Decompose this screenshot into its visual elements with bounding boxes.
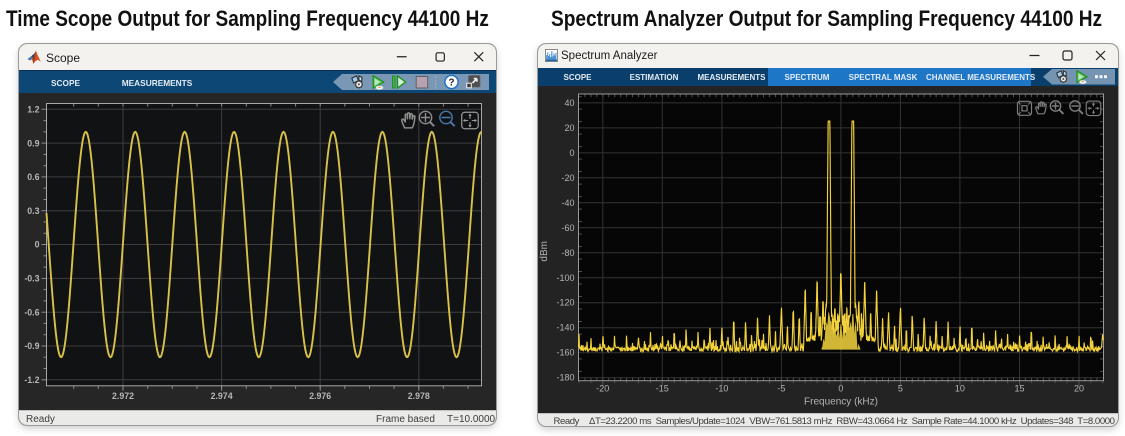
svg-text:Frequency (kHz): Frequency (kHz) bbox=[804, 397, 878, 408]
svg-text:15: 15 bbox=[1014, 384, 1024, 394]
svg-text:-1.2: -1.2 bbox=[24, 375, 39, 385]
svg-text:2.974: 2.974 bbox=[211, 390, 233, 400]
svg-text:10: 10 bbox=[955, 384, 965, 394]
svg-text:-0.3: -0.3 bbox=[24, 273, 39, 283]
svg-text:0.9: 0.9 bbox=[27, 138, 39, 148]
svg-text:-10: -10 bbox=[715, 384, 728, 394]
svg-text:40: 40 bbox=[564, 98, 574, 108]
svg-text:-180: -180 bbox=[556, 373, 574, 383]
svg-text:1.2: 1.2 bbox=[27, 104, 39, 114]
svg-text:-0.6: -0.6 bbox=[24, 307, 39, 317]
svg-text:-0.9: -0.9 bbox=[24, 341, 39, 351]
svg-text:0: 0 bbox=[569, 148, 574, 158]
svg-text:2.978: 2.978 bbox=[408, 390, 430, 400]
svg-text:0.3: 0.3 bbox=[27, 205, 39, 215]
svg-text:0: 0 bbox=[838, 384, 843, 394]
svg-text:2.976: 2.976 bbox=[309, 390, 331, 400]
svg-text:-100: -100 bbox=[556, 273, 574, 283]
svg-text:20: 20 bbox=[564, 123, 574, 133]
svg-text:-20: -20 bbox=[561, 173, 574, 183]
svg-text:-40: -40 bbox=[561, 198, 574, 208]
svg-text:-15: -15 bbox=[656, 384, 669, 394]
svg-text:-20: -20 bbox=[596, 384, 609, 394]
svg-text:-140: -140 bbox=[556, 323, 574, 333]
svg-text:-160: -160 bbox=[556, 348, 574, 358]
svg-text:20: 20 bbox=[1074, 384, 1084, 394]
svg-text:dBm: dBm bbox=[539, 241, 550, 262]
svg-text:2.972: 2.972 bbox=[112, 390, 134, 400]
svg-text:-80: -80 bbox=[561, 248, 574, 258]
svg-text:0: 0 bbox=[35, 239, 40, 249]
svg-text:5: 5 bbox=[898, 384, 903, 394]
svg-text:0.6: 0.6 bbox=[27, 172, 39, 182]
svg-text:-5: -5 bbox=[777, 384, 785, 394]
svg-text:?: ? bbox=[449, 77, 455, 88]
svg-text:-120: -120 bbox=[556, 298, 574, 308]
svg-text:-60: -60 bbox=[561, 223, 574, 233]
